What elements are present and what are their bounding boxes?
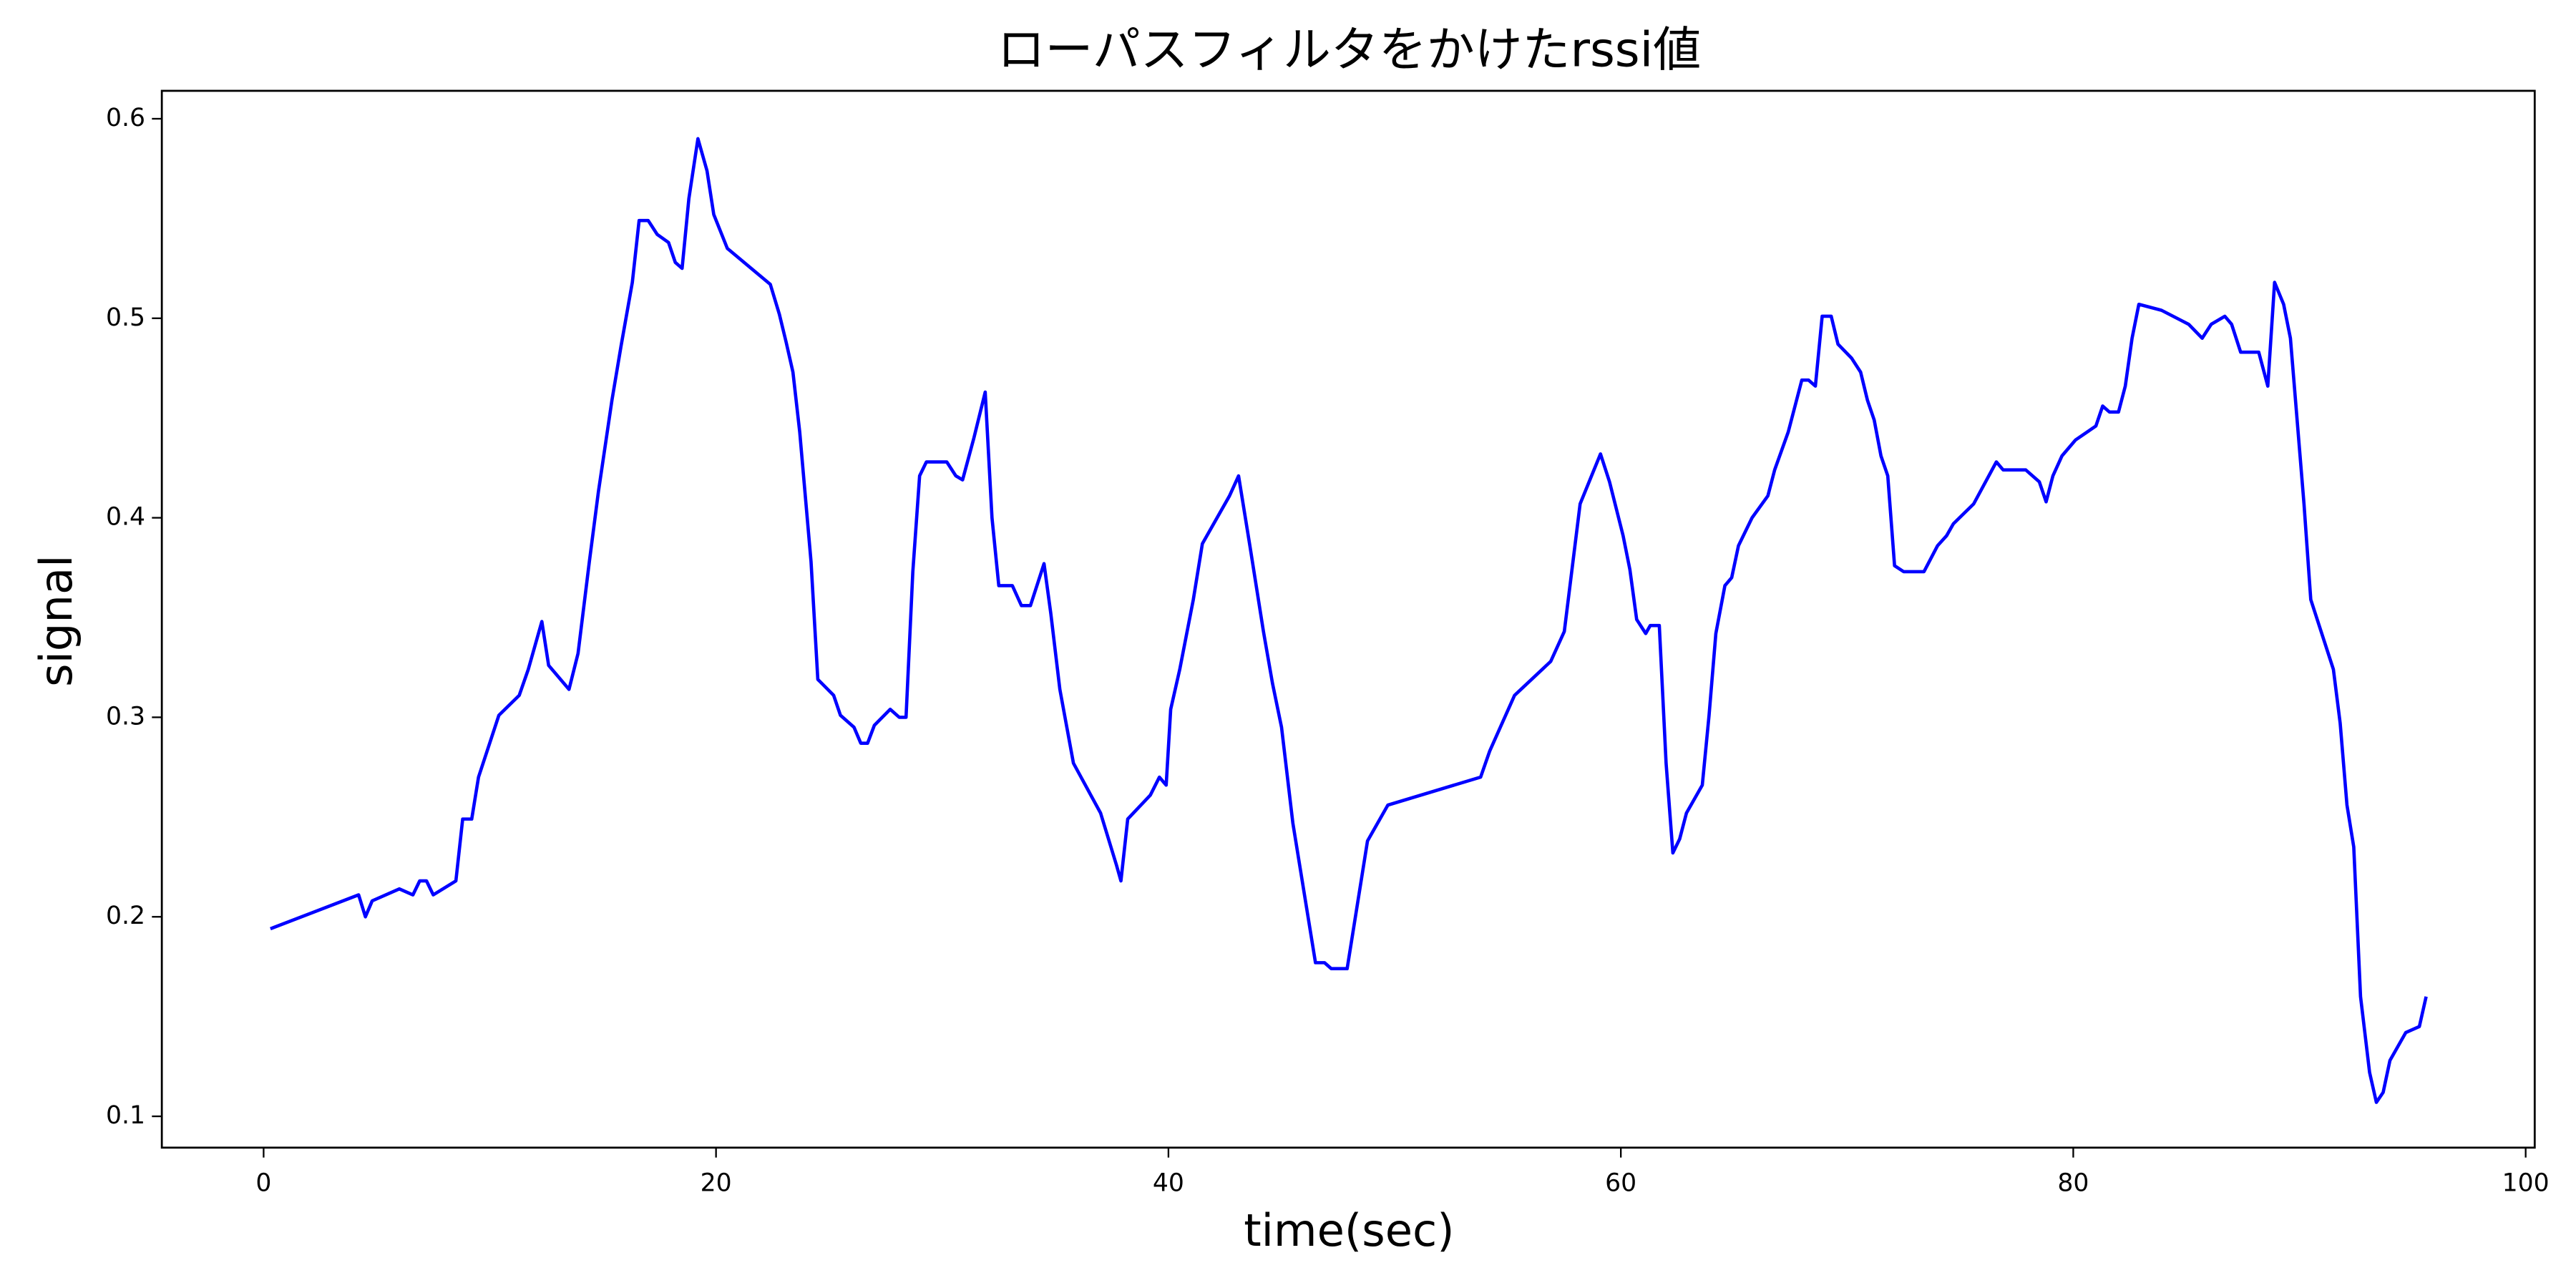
axes-frame	[160, 89, 2536, 1149]
y-tick-label: 0.2	[106, 902, 145, 930]
y-axis-label: signal	[30, 555, 82, 687]
y-tick-label: 0.1	[106, 1101, 145, 1130]
x-tick-label: 0	[255, 1169, 271, 1198]
y-tick-label: 0.4	[106, 503, 145, 532]
y-tick-label: 0.6	[106, 104, 145, 132]
x-tick-label: 20	[701, 1169, 732, 1198]
chart-title: ローパスフィルタをかけたrssi値	[997, 21, 1702, 77]
x-tick-label: 40	[1153, 1169, 1184, 1198]
x-tick-label: 60	[1605, 1169, 1636, 1198]
x-tick-label: 80	[2057, 1169, 2089, 1198]
x-axis-label: time(sec)	[1244, 1204, 1454, 1257]
y-tick-label: 0.3	[106, 702, 145, 731]
line-series	[270, 137, 2428, 1104]
y-tick-label: 0.5	[106, 303, 145, 332]
x-tick-label: 100	[2502, 1169, 2550, 1198]
